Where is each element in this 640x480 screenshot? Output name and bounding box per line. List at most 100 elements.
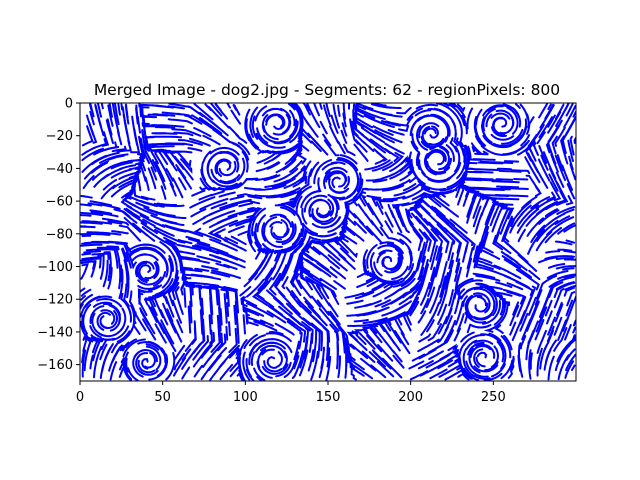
flow-stroke: [509, 321, 517, 336]
flow-stroke: [463, 367, 480, 381]
flow-stroke: [359, 332, 376, 350]
flow-stroke: [465, 360, 489, 378]
flow-stroke: [473, 364, 499, 373]
flow-stroke: [325, 103, 331, 118]
flow-stroke: [364, 159, 391, 171]
flow-stroke: [324, 166, 348, 175]
flow-stroke: [96, 246, 121, 262]
flow-stroke: [537, 347, 543, 363]
flow-stroke: [368, 326, 383, 344]
flow-stroke: [119, 307, 127, 332]
flow-stroke: [443, 227, 462, 254]
flow-stroke: [339, 247, 356, 263]
flow-stroke: [238, 209, 257, 216]
flow-stroke: [553, 316, 563, 336]
flow-stroke: [428, 221, 448, 243]
flow-stroke: [419, 361, 448, 377]
flow-stroke: [289, 195, 303, 217]
flow-stroke: [130, 304, 137, 324]
flow-stroke: [426, 319, 435, 333]
flow-stroke: [486, 286, 511, 307]
flow-stroke: [319, 103, 323, 110]
flow-stroke: [553, 288, 565, 309]
y-tick-label: 0: [65, 97, 73, 112]
flow-stroke: [373, 326, 396, 354]
flow-stroke: [490, 126, 507, 138]
flow-stroke: [184, 114, 203, 125]
flow-stroke: [482, 108, 496, 132]
flow-stroke: [342, 103, 347, 120]
flow-stroke: [479, 240, 501, 260]
flow-stroke: [339, 230, 358, 245]
flow-stroke: [132, 223, 156, 242]
flow-stroke: [557, 248, 573, 252]
flow-stroke: [429, 368, 448, 380]
flow-stroke: [121, 341, 130, 352]
flow-stroke: [552, 119, 563, 136]
flow-stroke: [341, 122, 348, 137]
flow-stroke: [250, 351, 256, 366]
flow-stroke: [530, 196, 551, 210]
flow-stroke: [557, 319, 567, 341]
flow-stroke: [80, 303, 84, 310]
flow-stroke: [107, 266, 113, 290]
flow-stroke: [107, 220, 123, 225]
flow-stroke: [319, 277, 337, 291]
flow-stroke: [503, 258, 532, 279]
flow-stroke: [92, 301, 113, 308]
flow-stroke: [327, 224, 341, 233]
flow-stroke: [106, 245, 120, 251]
flow-stroke: [161, 258, 173, 289]
flow-stroke: [223, 239, 247, 252]
flow-stroke: [485, 113, 493, 128]
flow-stroke: [111, 344, 123, 363]
flow-stroke: [496, 167, 512, 171]
flow-stroke: [162, 302, 177, 334]
flow-stroke: [105, 119, 114, 145]
flow-stroke: [554, 154, 567, 181]
flow-stroke: [254, 241, 265, 254]
flow-stroke: [434, 115, 448, 128]
flow-stroke: [546, 216, 575, 236]
flow-stroke: [362, 249, 372, 278]
flow-stroke: [148, 284, 163, 291]
flow-stroke: [136, 262, 148, 283]
flow-stroke: [101, 343, 114, 372]
flow-stroke: [200, 344, 213, 359]
flow-stroke: [260, 344, 287, 359]
flow-stroke: [409, 300, 420, 317]
flow-stroke: [525, 174, 541, 193]
flow-stroke: [417, 180, 447, 191]
flow-stroke: [216, 314, 221, 343]
flow-stroke: [305, 104, 310, 111]
flow-stroke: [330, 161, 346, 165]
flow-stroke: [371, 306, 389, 314]
flow-stroke: [426, 150, 445, 166]
flow-stroke: [305, 120, 319, 138]
flow-stroke: [476, 296, 487, 307]
flow-stroke: [231, 142, 250, 161]
flow-stroke: [80, 263, 89, 280]
flow-stroke: [178, 254, 210, 264]
flow-stroke: [86, 114, 95, 137]
flow-stroke: [290, 266, 302, 296]
flow-stroke: [147, 304, 158, 323]
flow-stroke: [245, 358, 252, 378]
flow-stroke: [547, 142, 557, 165]
flow-stroke: [275, 351, 284, 369]
flow-stroke: [528, 349, 532, 380]
flow-stroke: [165, 296, 175, 318]
flow-stroke: [555, 281, 575, 291]
flow-stroke: [246, 278, 265, 298]
flow-stroke: [327, 193, 339, 216]
flow-stroke: [500, 335, 512, 359]
flow-stroke: [476, 351, 488, 359]
flow-stroke: [449, 222, 474, 247]
flow-stroke: [171, 299, 183, 324]
flow-stroke: [409, 267, 425, 291]
flow-stroke: [230, 109, 242, 125]
flow-stroke: [292, 178, 306, 188]
flow-stroke: [151, 159, 167, 190]
flow-stroke: [241, 150, 249, 173]
flow-stroke: [154, 278, 174, 296]
